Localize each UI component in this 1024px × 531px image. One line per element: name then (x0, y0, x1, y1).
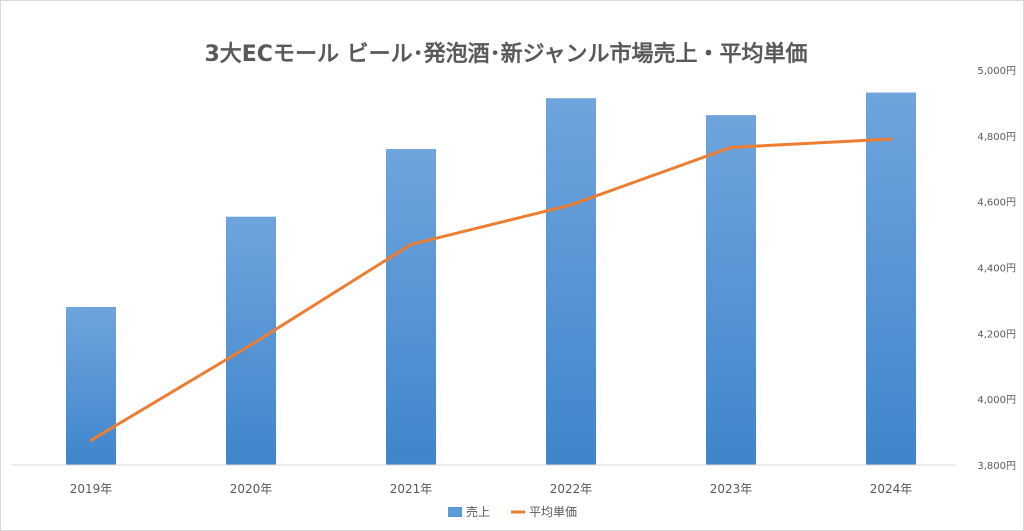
x-tick-label: 2022年 (550, 482, 593, 496)
line-point-2024年 (889, 137, 893, 141)
y2-tick-label: 4,600円 (977, 198, 1016, 209)
x-axis-ticks: 2019年 2020年 2021年 2022年 2023年 2024年 (70, 482, 913, 496)
line-point-2023年 (729, 145, 733, 149)
bar-2022年 (546, 98, 596, 465)
x-tick-label: 2024年 (870, 482, 913, 496)
y2-tick-label: 4,000円 (977, 395, 1016, 406)
y2-tick-label: 4,800円 (977, 132, 1016, 143)
legend: 売上 平均単価 (448, 504, 577, 519)
legend-label-line: 平均単価 (529, 505, 577, 519)
legend-label-bar: 売上 (466, 504, 490, 519)
x-tick-label: 2023年 (710, 482, 753, 496)
line-series (89, 137, 893, 442)
secondary-y-axis-ticks: 3,800円 4,000円 4,200円 4,400円 4,600円 4,800円 5,00… (977, 66, 1016, 472)
line-point-2021年 (409, 242, 413, 246)
y2-tick-label: 3,800円 (977, 461, 1016, 472)
bar-2021年 (386, 149, 436, 465)
bar-series (66, 92, 916, 466)
line-point-2022年 (569, 203, 573, 207)
x-tick-label: 2021年 (390, 482, 433, 496)
line-average-price (90, 137, 892, 442)
y2-tick-label: 4,400円 (977, 264, 1016, 275)
x-tick-label: 2020年 (230, 482, 273, 496)
chart-title: 3大ECモール ビール･発泡酒･新ジャンル市場売上・平均単価 (204, 41, 807, 67)
bar-2023年 (706, 115, 756, 466)
line-point-2019年 (89, 438, 93, 442)
bar-2020年 (226, 216, 276, 465)
y2-tick-label: 5,000円 (977, 66, 1016, 77)
x-tick-label: 2019年 (70, 482, 113, 496)
legend-swatch-bar (448, 507, 462, 517)
y2-tick-label: 4,200円 (977, 329, 1016, 340)
bar-2024年 (866, 92, 916, 466)
line-point-2020年 (249, 343, 253, 347)
